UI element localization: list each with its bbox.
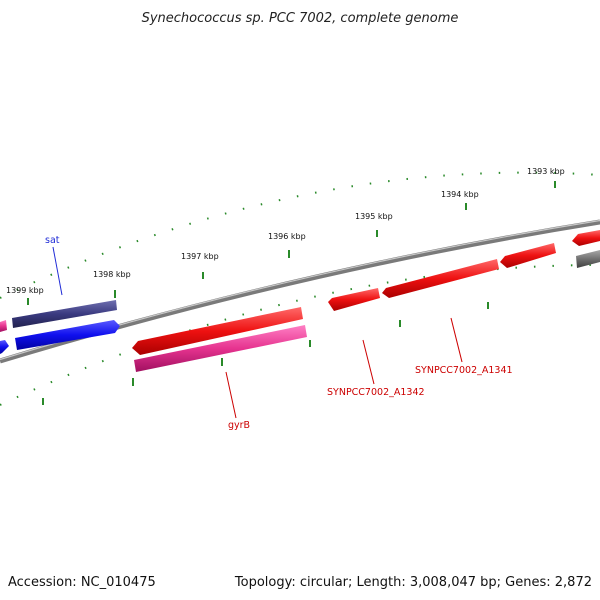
gene-blue-forward[interactable] [15, 320, 120, 350]
gene-A1342[interactable] [328, 288, 380, 311]
genome-backbone [0, 219, 600, 364]
genome-backbone-highlight [0, 219, 600, 361]
map-title: Synechococcus sp. PCC 7002, complete gen… [142, 11, 459, 26]
gene-blue-left-edge[interactable] [0, 340, 9, 354]
gyrB-leader-line [225, 371, 237, 419]
gene-red-right-edge[interactable] [572, 230, 600, 246]
tick-label-1395: 1395 kbp [355, 212, 393, 221]
gene-label-A1341: SYNPCC7002_A1341 [415, 365, 513, 376]
inner-major-ticks [42, 302, 489, 405]
tick-label-1393: 1393 kbp [527, 167, 565, 176]
gene-A1341-part2[interactable] [500, 243, 556, 268]
gene-gray-right-edge[interactable] [576, 250, 600, 268]
gene-gyrB-red[interactable] [132, 307, 303, 355]
gene-A1341-part1[interactable] [382, 259, 499, 298]
gene-gyrB-pink[interactable] [134, 325, 307, 372]
tick-label-1397: 1397 kbp [181, 252, 219, 261]
genome-summary-text: Topology: circular; Length: 3,008,047 bp… [234, 575, 592, 590]
gene-label-sat: sat [45, 235, 60, 246]
tick-label-1399: 1399 kbp [6, 286, 44, 295]
gene-label-A1342: SYNPCC7002_A1342 [327, 387, 425, 398]
A1341-leader-line [450, 317, 463, 363]
tick-label-1396: 1396 kbp [268, 232, 306, 241]
tick-label-1394: 1394 kbp [441, 190, 479, 199]
outer-major-ticks [27, 181, 556, 305]
tick-label-1398: 1398 kbp [93, 270, 131, 279]
A1342-leader-line [362, 339, 375, 385]
gene-pink-left-edge[interactable] [0, 320, 7, 332]
accession-text: Accession: NC_010475 [8, 575, 156, 590]
gene-label-gyrB: gyrB [228, 420, 250, 431]
sat-leader-line [52, 246, 63, 296]
gene-sat[interactable] [12, 300, 117, 328]
